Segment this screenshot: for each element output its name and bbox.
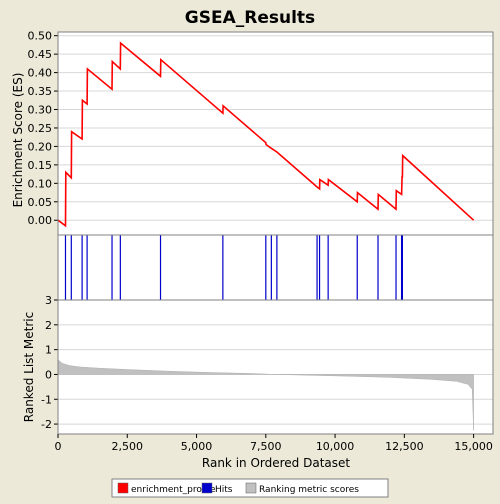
enrichment-y-label: Enrichment Score (ES): [11, 73, 25, 208]
hits-bars: [64, 235, 403, 300]
enrichment-y-tick-label: 0.45: [28, 48, 53, 61]
ranked-y-tick-label: 1: [45, 344, 52, 357]
legend-swatch: [117, 482, 129, 494]
enrichment-y-tick-label: 0.25: [28, 122, 53, 135]
ranked-y-ticks: 3 2 1 0 -1 -2: [41, 294, 58, 431]
chart-title: GSEA_Results: [185, 8, 315, 28]
hits-plot-area: [58, 235, 493, 300]
ranked-y-tick-label: -1: [41, 393, 52, 406]
enrichment-panel: 0.00 0.05 0.10 0.15 0.20 0.25 0.30 0.35 0.40 0.45…: [11, 30, 494, 236]
enrichment-y-tick-label: 0.15: [28, 159, 53, 172]
ranked-metric-panel: 3 2 1 0 -1 -2 Ranked List Metric: [22, 294, 494, 435]
x-tick-label: 2,500: [112, 440, 144, 453]
enrichment-y-tick-label: 0.10: [28, 177, 53, 190]
enrichment-y-tick-label: 0.00: [28, 214, 53, 227]
legend-swatch: [245, 482, 257, 494]
x-tick-label: 10,000: [316, 440, 355, 453]
x-tick-label: 12,500: [385, 440, 424, 453]
enrichment-y-tick-label: 0.20: [28, 140, 53, 153]
ranking-metric-area: [57, 359, 474, 431]
enrichment-grid: [58, 35, 493, 221]
enrichment-y-tick-label: 0.50: [28, 30, 53, 43]
legend: enrichment_profile Hits Ranking metric sco…: [111, 478, 389, 498]
x-axis-label: Rank in Ordered Dataset: [202, 456, 350, 470]
enrichment-y-tick-label: 0.05: [28, 196, 53, 209]
x-tick-label: 5,000: [181, 440, 213, 453]
x-axis-ticks: 0 2,500 5,000 7,500 10,000 12,500 15,000: [55, 434, 493, 453]
legend-label: Hits: [215, 485, 233, 495]
ranked-plot-border: [57, 299, 494, 435]
ranked-y-tick-label: 2: [45, 319, 52, 332]
x-tick-label: 15,000: [454, 440, 493, 453]
legend-label: enrichment_profile: [131, 485, 216, 495]
legend-items: enrichment_profile Hits Ranking metric sco…: [117, 482, 359, 495]
ranked-y-label: Ranked List Metric: [22, 312, 36, 422]
enrichment-y-tick-label: 0.40: [28, 67, 53, 80]
hits-panel: [57, 234, 494, 301]
ranked-plot-area: [58, 300, 493, 434]
enrichment-plot-area: [58, 32, 493, 235]
x-tick-label: 0: [55, 440, 62, 453]
enrichment-y-tick-label: 0.30: [28, 104, 53, 117]
legend-swatch: [201, 482, 213, 494]
ranked-y-tick-label: 0: [45, 368, 52, 381]
enrichment-y-ticks: 0.00 0.05 0.10 0.15 0.20 0.25 0.30 0.35 0.40 0.45…: [28, 30, 58, 227]
x-tick-label: 7,500: [250, 440, 282, 453]
enrichment-profile-line: [57, 41, 475, 228]
legend-label: Ranking metric scores: [259, 485, 359, 495]
ranked-y-tick-label: -2: [41, 418, 52, 431]
enrichment-y-tick-label: 0.35: [28, 85, 53, 98]
ranked-y-tick-label: 3: [45, 294, 52, 307]
